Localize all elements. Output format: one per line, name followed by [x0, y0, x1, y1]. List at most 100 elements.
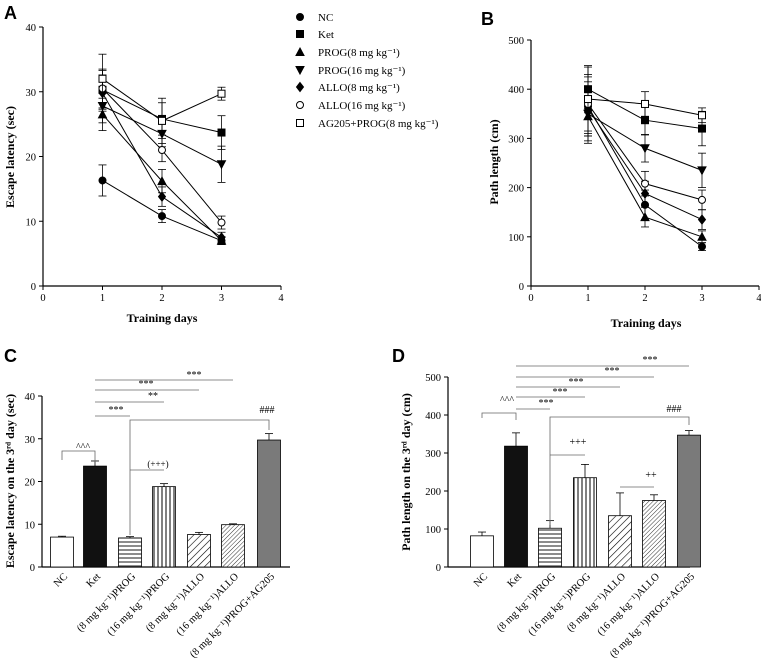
legend-entry-allo8: ALLO(8 mg kg⁻¹) — [318, 82, 400, 94]
chart-d-bar-3 — [573, 477, 597, 568]
legend-label-ket: Ket — [318, 29, 334, 41]
chart-d-ytick-label-1: 100 — [425, 525, 441, 536]
chart-c-ytick-label-2: 20 — [25, 478, 36, 489]
chart-b-series-4-point-2 — [697, 214, 707, 225]
chart-a-xtick-label-2: 2 — [159, 293, 164, 304]
chart-b-series-0-point-2 — [698, 242, 706, 251]
chart-b-xtick-label-3: 3 — [699, 293, 704, 304]
chart-a-series-1-point-2 — [217, 128, 226, 137]
chart-b-series-6-point-0 — [584, 95, 592, 104]
legend-label-allo8: ALLO(8 mg kg⁻¹) — [318, 82, 400, 94]
chart-a-xtick-label-3: 3 — [219, 293, 224, 304]
chart-a-ylabel: Escape latency (sec) — [3, 106, 17, 208]
chart-b-ylabel: Path length (cm) — [487, 119, 501, 204]
chart-c-sig-ket: ^^^ — [76, 442, 90, 453]
chart-b-xlabel: Training days — [611, 316, 682, 330]
chart-c-sig-ag205: *** — [187, 370, 202, 381]
panel-label-c: C — [4, 346, 17, 366]
legend-label-nc: NC — [318, 12, 333, 24]
legend-entry-prog16: PROG(16 mg kg⁻¹) — [318, 65, 406, 77]
chart-a-xlabel: Training days — [127, 311, 198, 325]
chart-a-plot: 0 10 20 30 40 0 1 2 3 4 — [26, 23, 285, 304]
chart-d-bar-0 — [470, 535, 494, 568]
legend-label-prog16: PROG(16 mg kg⁻¹) — [318, 65, 406, 77]
chart-b-series-3 — [583, 86, 707, 189]
legend-marker-2 — [295, 46, 305, 56]
chart-d-bar-1 — [504, 445, 528, 568]
chart-b-ytick-label-5: 500 — [508, 36, 524, 47]
chart-c-sig-allo16: ** — [148, 391, 158, 402]
chart-c-ytick-label-1: 10 — [25, 520, 36, 531]
legend-entry-ket: Ket — [318, 29, 334, 41]
chart-d-category-label-1: Ket — [506, 571, 525, 590]
chart-a-series-5-point-2 — [217, 218, 226, 227]
chart-b-xtick-label-0: 0 — [528, 293, 533, 304]
chart-d-sig-ag205: *** — [643, 355, 658, 366]
chart-d-ytick-label-2: 200 — [425, 487, 441, 498]
legend-marker-3 — [295, 66, 305, 76]
chart-b-xtick-label-4: 4 — [756, 293, 761, 304]
chart-b-ytick-label-1: 100 — [508, 233, 524, 244]
chart-d-bracket-8 — [549, 416, 690, 525]
chart-b-series-2-point-1 — [640, 212, 650, 222]
chart-c-ytick-label-4: 40 — [25, 392, 36, 403]
panel-label-b: B — [481, 9, 494, 29]
chart-a-ytick-label-4: 40 — [26, 23, 37, 34]
chart-a-series-3-point-2 — [216, 160, 227, 170]
legend-label-allo16: ALLO(16 mg kg⁻¹) — [318, 100, 406, 112]
chart-b-series-1-point-2 — [698, 124, 706, 133]
panel-label-a: A — [4, 3, 17, 23]
chart-c-ytick-label-3: 30 — [25, 435, 36, 446]
chart-d-bar-5 — [642, 500, 666, 568]
chart-a-series-4-point-2 — [217, 232, 226, 243]
chart-a-series-6-point-1 — [158, 116, 166, 125]
chart-c-bar-0 — [50, 536, 74, 568]
chart-d-sig-allo8: *** — [569, 377, 584, 388]
chart-c-ytick-label-0: 0 — [30, 563, 35, 574]
chart-d-category-label-0: NC — [472, 571, 490, 589]
chart-c-bar-6 — [257, 439, 281, 568]
chart-a-series-6 — [98, 53, 226, 144]
chart-a-ytick-label-0: 0 — [31, 282, 36, 293]
chart-a-ytick-label-3: 30 — [26, 88, 37, 99]
chart-d-category-label-5: (16 mg kg⁻¹)ALLO — [595, 571, 662, 638]
chart-d-sig-ket: ^^^ — [500, 395, 514, 406]
chart-d-ytick-label-5: 500 — [425, 373, 441, 384]
chart-a-series-5-point-1 — [158, 146, 166, 155]
legend-marker-5 — [296, 101, 304, 109]
chart-d-bracket-5 — [481, 412, 517, 420]
legend: NC Ket PROG(8 mg kg⁻¹) PROG(16 mg kg⁻¹) … — [318, 12, 439, 130]
chart-b-xtick-label-1: 1 — [585, 293, 590, 304]
chart-c-bar-3 — [152, 486, 176, 568]
chart-c-bar-4 — [187, 534, 211, 568]
chart-a-ytick-label-1: 10 — [26, 217, 37, 228]
chart-a-xtick-label-1: 1 — [100, 293, 105, 304]
chart-a-series-2-point-1 — [157, 176, 167, 186]
chart-c-bracket-6 — [129, 419, 270, 535]
chart-c-bracket-4 — [61, 450, 96, 462]
legend-marker-1 — [296, 30, 304, 38]
chart-c-sig-prog-ag205: ### — [260, 405, 275, 416]
chart-b-ytick-label-4: 400 — [508, 85, 524, 96]
chart-b-series-3-point-1 — [640, 144, 650, 154]
chart-b-series-3-point-2 — [697, 166, 707, 176]
chart-b-plot: 0 100 200 300 400 500 0 1 2 3 4 — [508, 36, 761, 304]
chart-c-category-label-1: Ket — [85, 571, 104, 590]
chart-c-annotations: *** *** ** *** ^^^ (+++) ### — [76, 370, 275, 469]
chart-d-category-label-4: (8 mg kg⁻¹)ALLO — [565, 571, 628, 634]
chart-d-annotations: *** *** *** *** *** ^^^ +++ ++ ### — [500, 355, 682, 481]
legend-marker-0 — [296, 13, 304, 21]
chart-b-series-5-point-2 — [698, 195, 706, 204]
legend-label-prog8: PROG(8 mg kg⁻¹) — [318, 47, 400, 59]
chart-c-category-label-5: (16 mg kg⁻¹)ALLO — [174, 571, 241, 638]
chart-a-xtick-label-4: 4 — [278, 293, 284, 304]
chart-d-ylabel: Path length on the 3ʳᵈ day (cm) — [399, 393, 413, 551]
chart-c-bar-2 — [118, 537, 142, 568]
chart-d-ytick-label-3: 300 — [425, 449, 441, 460]
chart-d-bar-2 — [538, 527, 562, 568]
chart-a-series-4-point-1 — [157, 191, 167, 202]
chart-c-category-label-0: NC — [52, 571, 70, 589]
